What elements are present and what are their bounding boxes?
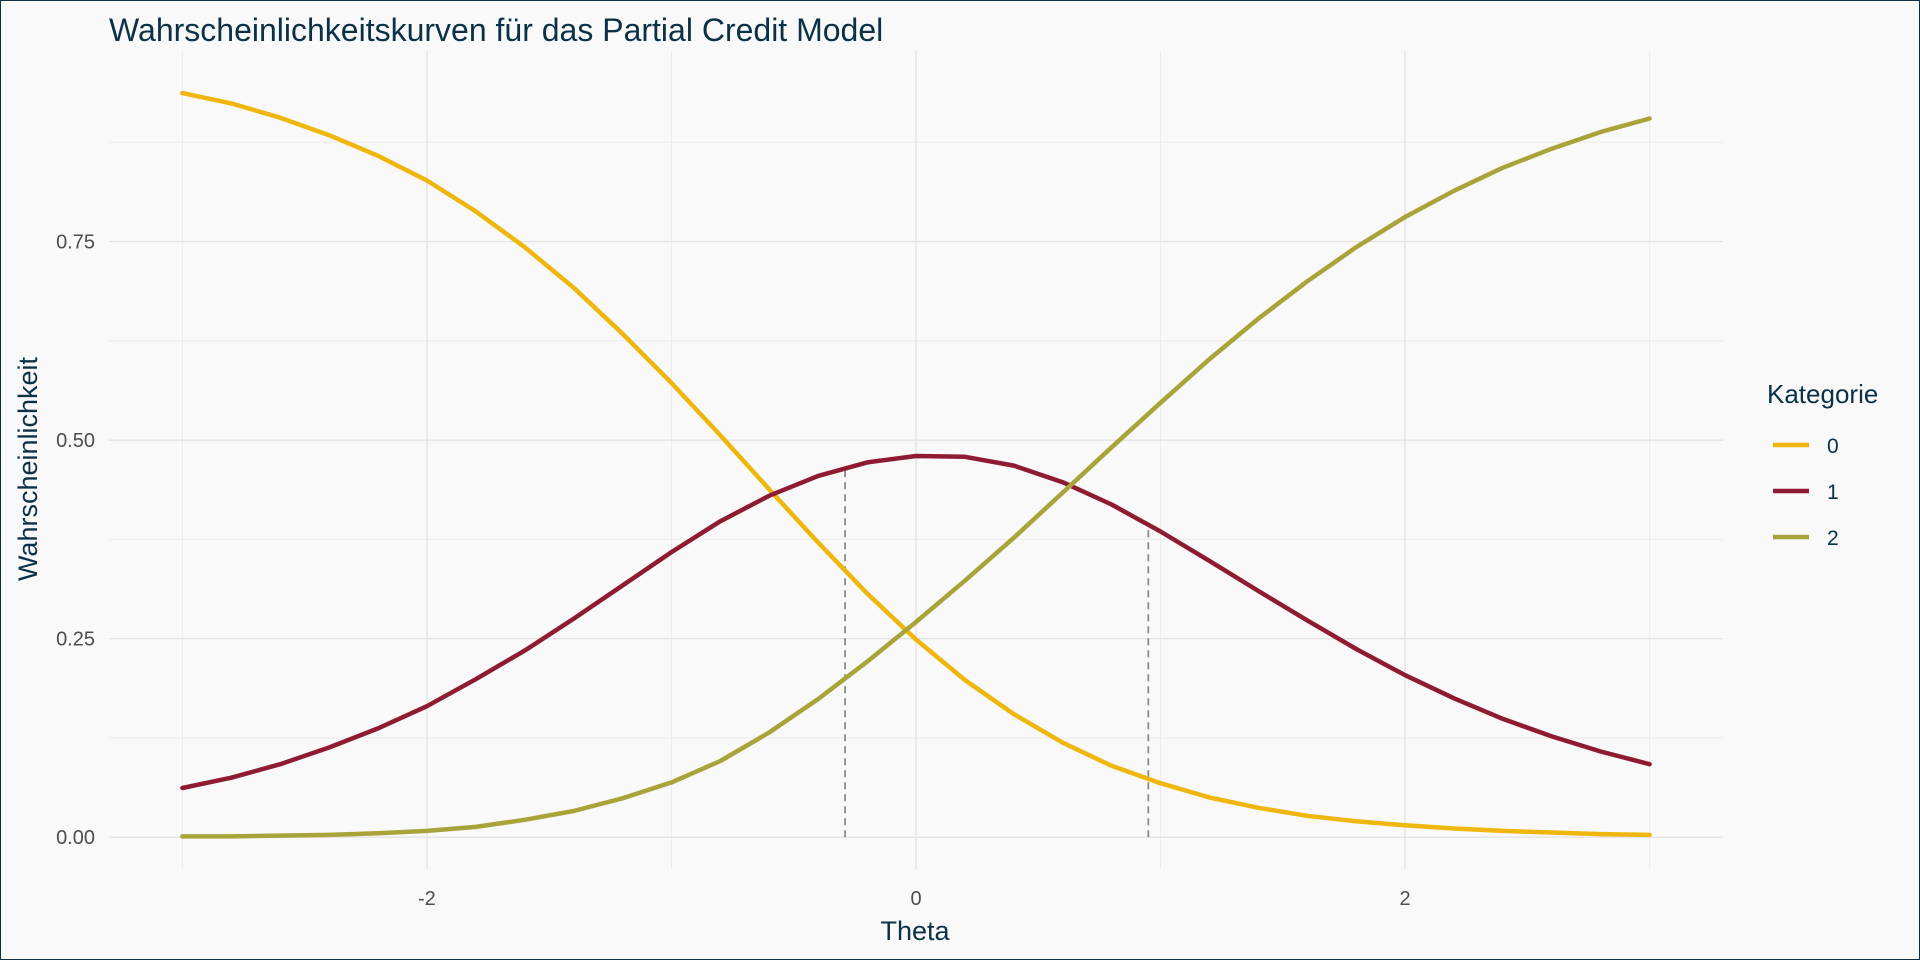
y-tick-label: 0.25 xyxy=(56,629,95,651)
series-lines xyxy=(180,90,1652,839)
legend: 0 1 2 xyxy=(1773,435,1839,550)
legend-label-0: 0 xyxy=(1827,435,1839,458)
series-line-2 xyxy=(180,116,1652,839)
series-line-0 xyxy=(180,90,1652,838)
y-axis-title: Wahrscheinlichkeit xyxy=(13,356,43,581)
axes: 0.00 0.25 0.50 0.75 -2 0 2 xyxy=(56,232,1411,910)
x-tick-label: 0 xyxy=(910,888,921,910)
x-tick-label: 2 xyxy=(1400,888,1411,910)
series-line-1 xyxy=(180,453,1652,791)
x-tick-label: -2 xyxy=(418,888,436,910)
chart-title: Wahrscheinlichkeitskurven für das Partia… xyxy=(109,12,883,48)
x-axis-title: Theta xyxy=(880,916,950,946)
y-tick-label: 0.50 xyxy=(56,430,95,452)
threshold-lines xyxy=(844,468,1150,838)
legend-title: Kategorie xyxy=(1767,379,1878,409)
legend-label-2: 2 xyxy=(1827,527,1839,550)
y-tick-label: 0.00 xyxy=(56,827,95,849)
grid xyxy=(109,51,1723,869)
legend-label-1: 1 xyxy=(1827,481,1839,504)
y-tick-label: 0.75 xyxy=(56,232,95,254)
